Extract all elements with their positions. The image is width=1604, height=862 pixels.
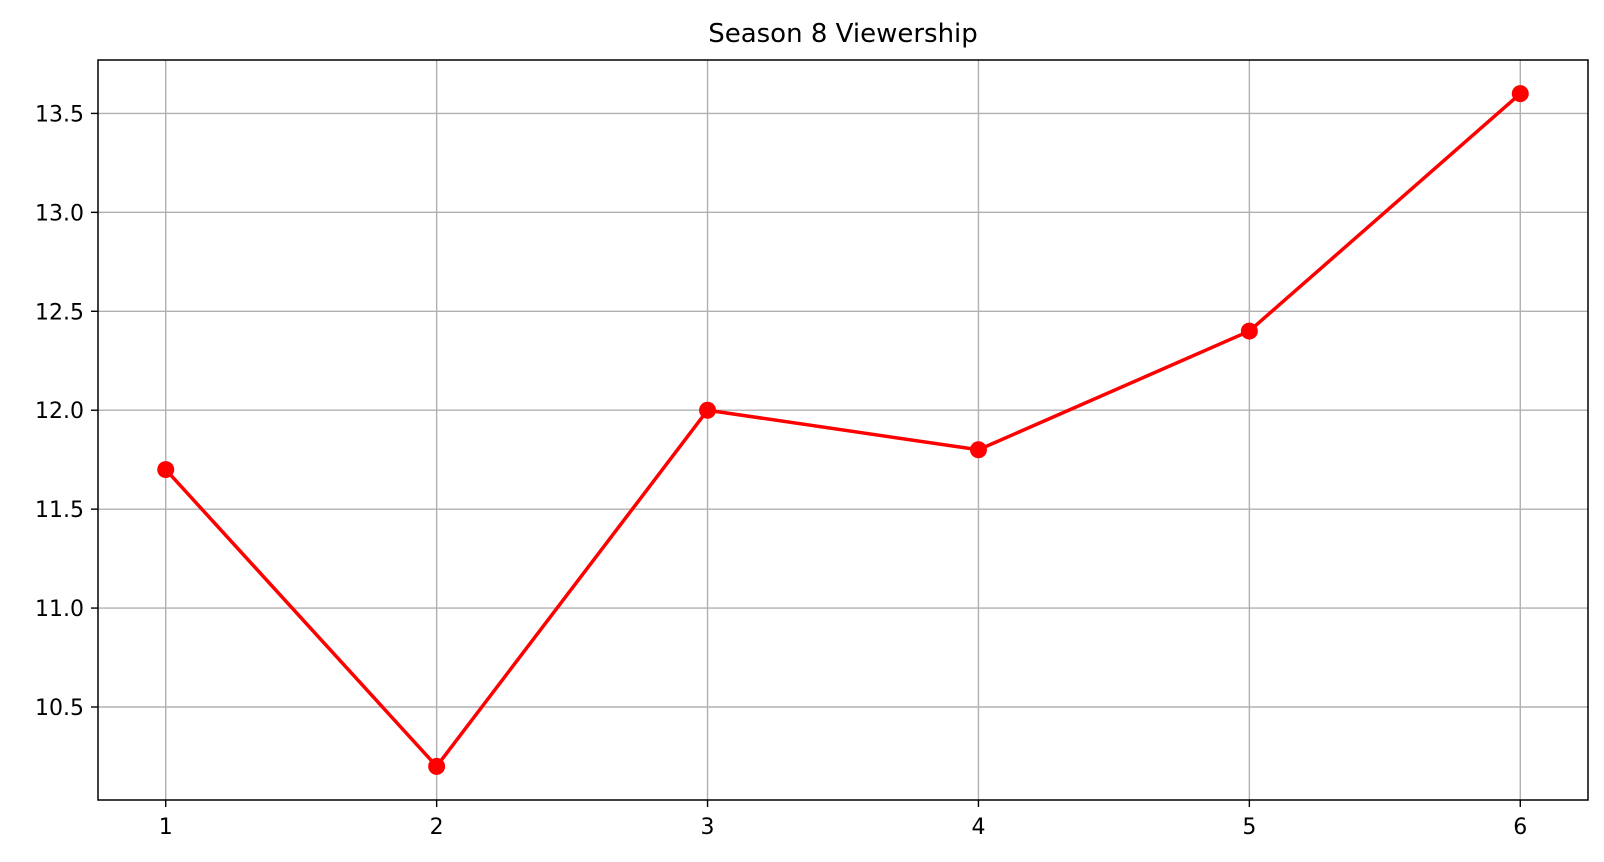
x-tick-label: 5 — [1242, 815, 1256, 840]
axis-ticks: 1 2 3 4 5 6 10.5 11.0 11.5 12.0 12.5 13.0 13.5 — [35, 102, 1527, 840]
data-point — [699, 401, 717, 419]
x-tick-label: 1 — [159, 815, 173, 840]
plot-area-frame — [97, 59, 1589, 801]
y-tick-label: 11.5 — [35, 498, 84, 523]
y-tick-label: 11.0 — [35, 597, 84, 622]
x-tick-label: 2 — [430, 815, 444, 840]
y-tick-label: 10.5 — [35, 696, 84, 721]
grid-lines — [98, 60, 1588, 800]
data-point — [1511, 85, 1529, 103]
x-tick-label: 4 — [971, 815, 985, 840]
data-point — [428, 757, 446, 775]
x-tick-label: 3 — [701, 815, 715, 840]
data-point — [157, 461, 175, 479]
y-tick-label: 13.5 — [35, 102, 84, 127]
y-tick-label: 12.0 — [35, 399, 84, 424]
x-tick-label: 6 — [1513, 815, 1527, 840]
series-layer — [157, 85, 1529, 775]
y-tick-label: 12.5 — [35, 300, 84, 325]
series-line — [164, 92, 1522, 769]
y-tick-label: 13.0 — [35, 201, 84, 226]
data-point — [1240, 322, 1258, 340]
chart-title: Season 8 Viewership — [708, 19, 978, 49]
data-point — [969, 441, 987, 459]
